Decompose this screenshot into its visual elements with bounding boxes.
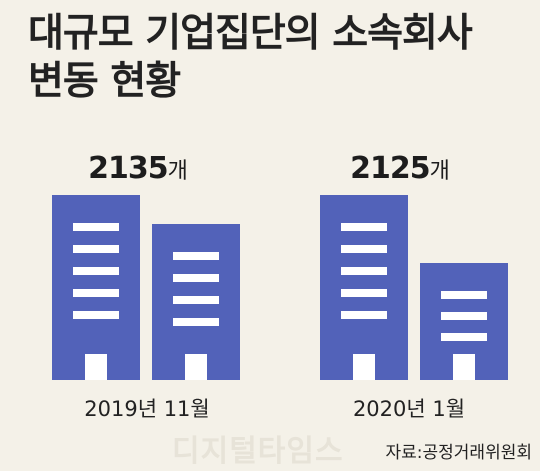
category-label-2: 2020년 1월 xyxy=(353,397,465,421)
building-tall-2-window xyxy=(341,267,387,275)
building-short-1-door xyxy=(185,354,207,380)
building-tall-2-window xyxy=(341,245,387,253)
building-tall-1-window xyxy=(73,223,119,231)
building-tall-2-window xyxy=(341,223,387,231)
building-tall-1 xyxy=(52,195,140,380)
building-tall-1-window xyxy=(73,267,119,275)
building-short-2-window xyxy=(441,312,487,320)
value-number: 2125 xyxy=(350,151,430,186)
building-tall-2 xyxy=(320,195,408,380)
value-label-1: 2135개 xyxy=(88,151,188,186)
title-line-2: 변동 현황 xyxy=(28,59,181,104)
building-short-1-window xyxy=(173,318,219,326)
value-number: 2135 xyxy=(88,151,168,186)
source-note: 자료:공정거래위원회 xyxy=(385,443,533,463)
building-short-1-window xyxy=(173,296,219,304)
watermark: 디지털타임스 xyxy=(172,434,344,469)
building-short-1-window xyxy=(173,274,219,282)
category-label-1: 2019년 11월 xyxy=(84,397,209,421)
title-line-1: 대규모 기업집단의 소속회사 xyxy=(28,11,473,56)
building-tall-1-window xyxy=(73,289,119,297)
building-tall-2-window xyxy=(341,289,387,297)
building-tall-1-window xyxy=(73,245,119,253)
building-tall-2-window xyxy=(341,311,387,319)
building-short-2-door xyxy=(453,354,475,380)
chart-title: 대규모 기업집단의 소속회사 변동 현황 xyxy=(28,10,473,106)
building-short-2-window xyxy=(441,291,487,299)
value-unit: 개 xyxy=(168,159,188,184)
building-tall-2-door xyxy=(353,354,375,380)
building-tall-1-door xyxy=(85,354,107,380)
building-short-1-window xyxy=(173,252,219,260)
building-short-2-window xyxy=(441,333,487,341)
value-unit: 개 xyxy=(430,159,450,184)
building-tall-1-window xyxy=(73,311,119,319)
value-label-2: 2125개 xyxy=(350,151,450,186)
